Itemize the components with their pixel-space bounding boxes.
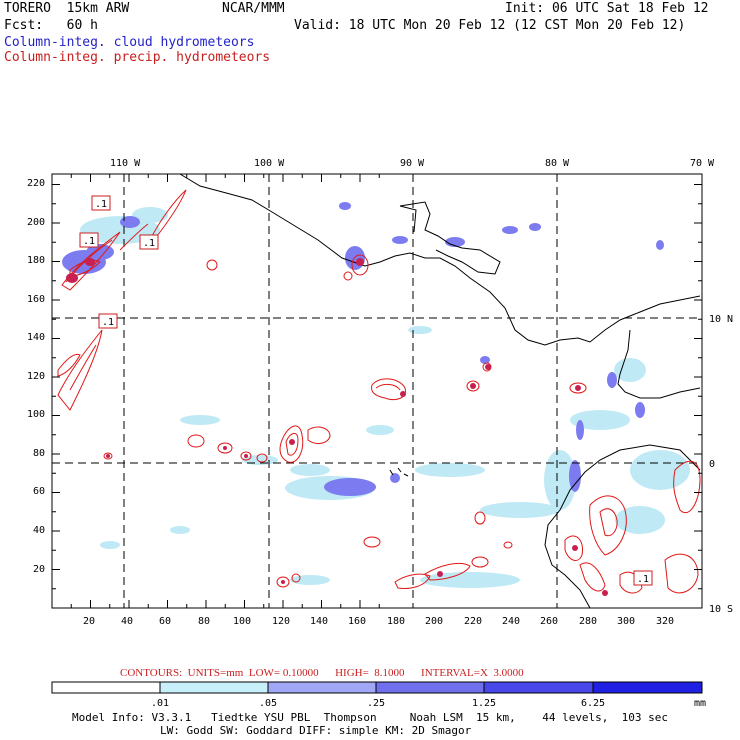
legend-cloud: Column-integ. cloud hydrometeors <box>4 35 255 50</box>
y-tick-label: 180 <box>27 255 45 266</box>
colorbar-bin-5 <box>592 681 703 694</box>
colorbar-bin-1 <box>159 681 269 694</box>
model-info-line1: Model Info: V3.3.1 Tiedtke YSU PBL Thomp… <box>72 711 669 724</box>
contour-label-boxes <box>79 195 653 586</box>
model-info-line2: LW: Godd SW: Goddard DIFF: simple KM: 2D… <box>160 724 472 737</box>
lon-label-70w: 70 W <box>690 158 715 169</box>
colorbar-label: .25 <box>367 698 385 709</box>
x-tick-label: 320 <box>656 616 674 627</box>
y-tick-label: 60 <box>33 486 45 497</box>
x-tick-label: 80 <box>198 616 210 627</box>
colorbar-label: .01 <box>151 698 169 709</box>
colorbar-unit: mm <box>694 698 706 709</box>
x-tick-label: 200 <box>425 616 443 627</box>
lon-label-90w: 90 W <box>400 158 425 169</box>
forecast-hour: Fcst: 60 h <box>4 18 98 33</box>
x-tick-label: 240 <box>502 616 520 627</box>
x-tick-label: 100 <box>233 616 251 627</box>
precip-cores <box>66 258 608 596</box>
colorbar-bin-4 <box>483 681 594 694</box>
colorbar-bin-2 <box>267 681 377 694</box>
model-title: TORERO 15km ARW <box>4 1 130 16</box>
x-tick-label: 60 <box>159 616 171 627</box>
y-tick-label: 20 <box>33 564 45 575</box>
x-tick-label: 160 <box>348 616 366 627</box>
box-label-4: .1 <box>102 317 114 328</box>
axis-ticks <box>51 174 702 609</box>
x-tick-label: 300 <box>617 616 635 627</box>
box-label-1: .1 <box>95 199 107 210</box>
x-tick-label: 140 <box>310 616 328 627</box>
lat-label-10n: 10 N <box>709 314 733 325</box>
y-tick-label: 100 <box>27 409 45 420</box>
x-tick-label: 40 <box>121 616 133 627</box>
org-label: NCAR/MMM <box>222 1 285 16</box>
map-frame <box>51 173 703 609</box>
cloud-shading-light <box>80 207 690 588</box>
lon-label-80w: 80 W <box>545 158 570 169</box>
lon-label-110w: 110 W <box>110 158 141 169</box>
y-tick-label: 200 <box>27 217 45 228</box>
box-label-3: .1 <box>143 238 155 249</box>
box-label-2: .1 <box>83 236 95 247</box>
x-tick-label: 20 <box>83 616 95 627</box>
colorbar-label: 1.25 <box>472 698 496 709</box>
legend-precip: Column-integ. precip. hydrometeors <box>4 50 271 65</box>
y-tick-label: 40 <box>33 525 45 536</box>
lat-label-0: 0 <box>709 459 715 470</box>
y-tick-label: 140 <box>27 332 45 343</box>
colorbar <box>51 681 703 694</box>
x-tick-label: 180 <box>387 616 405 627</box>
y-tick-label: 120 <box>27 371 45 382</box>
y-tick-label: 220 <box>27 178 45 189</box>
lon-label-100w: 100 W <box>254 158 285 169</box>
x-tick-label: 260 <box>540 616 558 627</box>
valid-time: Valid: 18 UTC Mon 20 Feb 12 (12 CST Mon … <box>294 18 686 33</box>
colorbar-bin-0 <box>51 681 161 694</box>
init-time: Init: 06 UTC Sat 18 Feb 12 <box>505 1 709 16</box>
x-tick-label: 220 <box>464 616 482 627</box>
colorbar-label: 6.25 <box>581 698 605 709</box>
x-tick-label: 280 <box>579 616 597 627</box>
colorbar-label: .05 <box>259 698 277 709</box>
lat-label-10s: 10 S <box>709 604 733 615</box>
precip-contours <box>57 189 701 594</box>
contour-info: CONTOURS: UNITS=mm LOW= 0.10000 HIGH= 8.… <box>120 667 524 679</box>
x-tick-label: 120 <box>272 616 290 627</box>
box-label-5: .1 <box>637 574 649 585</box>
coastline <box>179 173 701 609</box>
colorbar-bin-3 <box>375 681 485 694</box>
y-tick-label: 160 <box>27 294 45 305</box>
y-tick-label: 80 <box>33 448 45 459</box>
